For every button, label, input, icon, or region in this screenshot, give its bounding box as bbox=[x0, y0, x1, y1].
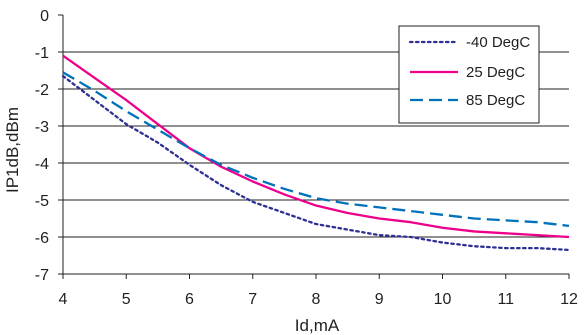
legend-item-2: 85 DegC bbox=[410, 92, 525, 109]
x-tick-label-1: 5 bbox=[122, 291, 131, 308]
legend: -40 DegC 25 DegC 85 DegC bbox=[398, 25, 540, 124]
x-tick-label-3: 7 bbox=[248, 291, 257, 308]
legend-item-0: -40 DegC bbox=[408, 34, 530, 51]
series-line-1 bbox=[62, 54, 570, 239]
legend-label-2: 85 DegC bbox=[466, 92, 525, 109]
y-tick-label-4: -4 bbox=[35, 156, 49, 173]
y-tick-label-5: -5 bbox=[35, 193, 49, 210]
x-tick-label-0: 4 bbox=[59, 291, 68, 308]
legend-item-1: 25 DegC bbox=[410, 64, 525, 81]
y-tick-label-3: -3 bbox=[35, 119, 49, 136]
axis-layer bbox=[58, 14, 570, 279]
x-tick-label-5: 9 bbox=[375, 291, 384, 308]
x-tick-label-8: 12 bbox=[560, 291, 578, 308]
legend-label-0: -40 DegC bbox=[466, 34, 530, 51]
x-tick-label-6: 10 bbox=[434, 291, 452, 308]
y-tick-label-0: 0 bbox=[40, 8, 49, 25]
x-axis-title: Id,mA bbox=[295, 316, 340, 335]
tick-label-layer: 0 -1 -2 -3 -4 -5 -6 -7 4 5 6 7 8 9 10 11 12 bbox=[35, 8, 578, 308]
series-layer bbox=[61, 54, 571, 252]
y-tick-label-7: -7 bbox=[35, 267, 49, 284]
series-line-2 bbox=[62, 71, 570, 228]
y-axis-title: IP1dB,dBm bbox=[3, 107, 22, 193]
y-tick-label-2: -2 bbox=[35, 82, 49, 99]
legend-label-1: 25 DegC bbox=[466, 64, 525, 81]
y-tick-label-6: -6 bbox=[35, 230, 49, 247]
x-tick-label-7: 11 bbox=[497, 291, 514, 308]
x-tick-label-2: 6 bbox=[185, 291, 194, 308]
x-tick-label-4: 8 bbox=[312, 291, 321, 308]
series-line-0 bbox=[61, 74, 571, 252]
legend-items: -40 DegC 25 DegC 85 DegC bbox=[408, 34, 530, 109]
y-tick-label-1: -1 bbox=[35, 45, 49, 62]
